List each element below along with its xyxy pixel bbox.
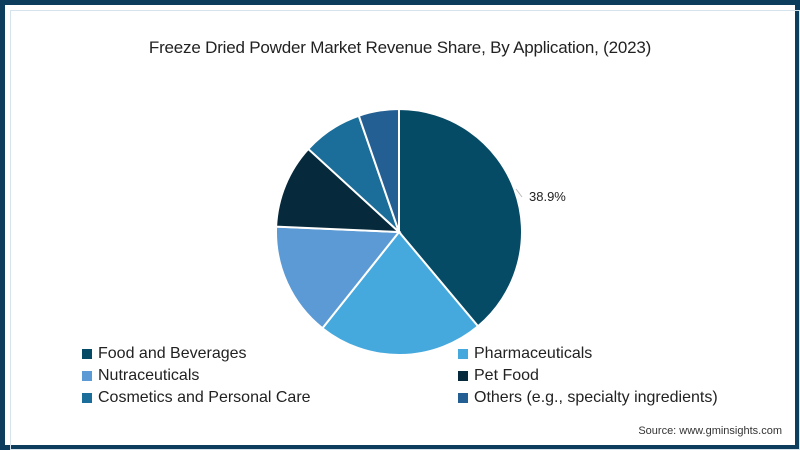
legend-label: Pet Food: [474, 367, 539, 384]
legend-swatch: [458, 393, 468, 403]
data-label-food-and-beverages: 38.9%: [529, 189, 566, 204]
legend-label: Cosmetics and Personal Care: [98, 389, 311, 406]
legend-label: Pharmaceuticals: [474, 345, 593, 362]
legend-swatch: [82, 393, 92, 403]
legend-label: Others (e.g., specialty ingredients): [474, 389, 718, 406]
chart-title: Freeze Dried Powder Market Revenue Share…: [148, 38, 652, 57]
legend-label: Nutraceuticals: [98, 367, 200, 384]
legend-item-nutraceuticals: Nutraceuticals: [82, 365, 199, 387]
pie-slice-food-and-beverages: [398, 107, 523, 328]
pie-slices: [275, 107, 523, 356]
pie-slice-others-e-g-specialty-ingredients: [357, 107, 400, 233]
legend-item-pet-food: Pet Food: [458, 365, 539, 387]
legend-item-others: Others (e.g., specialty ingredients): [458, 387, 718, 409]
legend-item-food-and-beverages: Food and Beverages: [82, 343, 247, 365]
pie-slice-nutraceuticals: [275, 225, 402, 330]
legend-item-cosmetics-and-personal-care: Cosmetics and Personal Care: [82, 387, 311, 409]
pie-slice-pet-food: [275, 147, 402, 234]
legend-swatch: [458, 371, 468, 381]
legend-swatch: [458, 349, 468, 359]
legend-swatch: [82, 349, 92, 359]
legend-label: Food and Beverages: [98, 345, 247, 362]
pie-slice-pharmaceuticals: [320, 230, 480, 356]
source-note: Source: www.gminsights.com: [638, 425, 782, 437]
legend-swatch: [82, 371, 92, 381]
legend-item-pharmaceuticals: Pharmaceuticals: [458, 343, 592, 365]
data-label-leader-line: [515, 188, 523, 198]
